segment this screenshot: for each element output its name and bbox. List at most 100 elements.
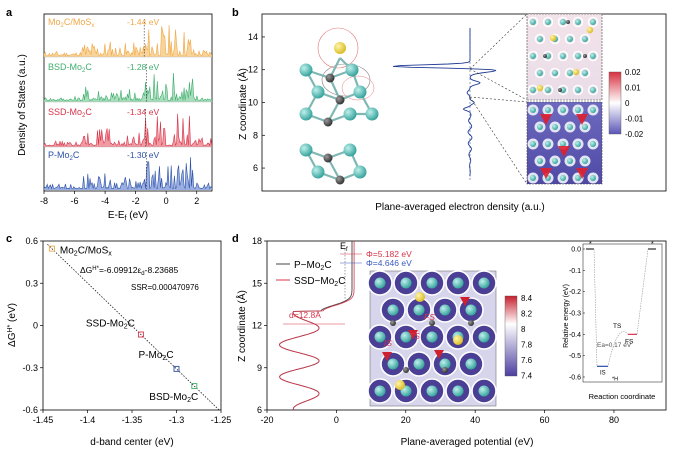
dos-line [43,157,212,190]
map-c-atom [468,320,474,326]
x-tick-label: 0 [164,196,169,206]
map-contour [587,16,599,28]
map-label-fs: FS [424,312,435,322]
map-atom [439,358,451,370]
panel-a-letter: a [6,7,13,19]
panel-c-letter: c [6,233,12,245]
inset-state-label: * [589,241,592,248]
x-tick-label: -8 [40,196,48,206]
x-tick-label: -6 [71,196,79,206]
y-tick-label: 18 [252,236,262,246]
linear-fit-line [47,244,220,411]
map-atom [567,70,573,76]
colorbar-tick-label: 7.4 [521,372,533,381]
map-atom [426,385,438,397]
inset-xlabel: Reaction coordinate [589,392,656,401]
map-contour [579,67,591,79]
map-c-atom [403,367,409,373]
map-contour [527,16,539,28]
map-contour [445,270,471,296]
y-tick-label: -0.3 [22,363,38,373]
y-tick-label: -0.6 [22,405,38,415]
map-red-region [558,146,570,157]
map-atom [452,385,464,397]
c-atom [335,95,345,105]
map-contour [406,351,432,377]
scatter-point [173,365,180,372]
map-c-atom [566,20,570,24]
panel-a-frame [43,13,213,192]
inset-state-label: *H [612,376,618,382]
map-atom [545,107,551,113]
dos-xlabel: E-Ef (eV) [108,210,148,222]
reaction-path [593,248,649,367]
dos-line [43,24,213,57]
c-atom [323,153,333,163]
d-colorbar-ticks: 8.4 8.2 8 7.8 7.6 7.4 [521,294,533,381]
map-c-atom [583,54,587,58]
map-contour [587,84,599,96]
colorbar-tick-label: 0.01 [625,84,641,93]
dos-ylabel: Density of States (a.u.) [17,54,28,156]
y-tick-label: 9 [257,363,262,373]
map-contour [393,270,419,296]
map-atom [567,36,573,42]
colorbar-tick-label: -0.02 [625,130,644,139]
b-xlabel: Plane-averaged electron density (a.u.) [375,202,545,213]
c-atom [323,117,333,127]
mo-atom [299,143,313,157]
map-contour [587,50,599,62]
y-tick-label: 0.6 [25,236,38,246]
map-atom [439,304,451,316]
map-atom [552,124,558,130]
colorbar-tick-label: 0.02 [625,68,641,77]
mo-atom [353,85,367,99]
map-atom [465,358,477,370]
colorbar-tick-label: 8.4 [521,294,533,303]
dos-legend-1: BSD-Mo2C [48,62,92,74]
map-red-region [460,297,470,306]
point-label: SSD-Mo2C [86,319,135,331]
legend-ssd-mo2c: SSD−Mo2C [294,276,345,288]
layer-distance: d=12.8Å [289,310,321,320]
map-atom [560,53,566,59]
map-atom [590,19,596,25]
x-tick-label: 40 [470,415,480,425]
map-contour [579,33,591,45]
map-atom [530,19,536,25]
dos-line [43,113,213,147]
map-s-atom [415,292,425,302]
b-colorbar-ticks: 0.02 0.01 0 -0.01 -0.02 [625,68,644,139]
panel-b-frame [261,13,667,192]
map-atom [478,277,490,289]
mo-atom [299,107,313,121]
map-atom [530,87,536,93]
map-atom [545,19,551,25]
map-atom [575,141,581,147]
x-tick-label: -1.4 [80,415,96,425]
y-tick-label: 14 [248,32,258,42]
reaction-inset [582,243,663,383]
map-atom [567,124,573,130]
y-tick-label: 15 [252,278,262,288]
scatter-point [137,331,144,338]
map-contour [471,324,497,350]
map-atom [426,331,438,343]
map-atom [545,141,551,147]
map-atom [374,277,386,289]
map-contour [432,297,458,323]
map-contour [367,324,393,350]
x-tick-label: 2 [194,196,199,206]
map-label-is: IS [384,338,392,348]
map-atom [560,19,566,25]
y-tick-label: 0 [33,321,38,331]
inset-y-tick-label: 0.0 [571,247,581,254]
y-tick-label: 10 [248,98,258,108]
colorbar-tick-label: -0.01 [625,115,644,124]
y-tick-label: 6 [253,163,258,173]
dos-legend-0: Mo2C/MoSx [48,17,94,29]
scatter-point [48,245,55,252]
x-tick-label: -20 [260,415,273,425]
map-contour [564,33,576,45]
